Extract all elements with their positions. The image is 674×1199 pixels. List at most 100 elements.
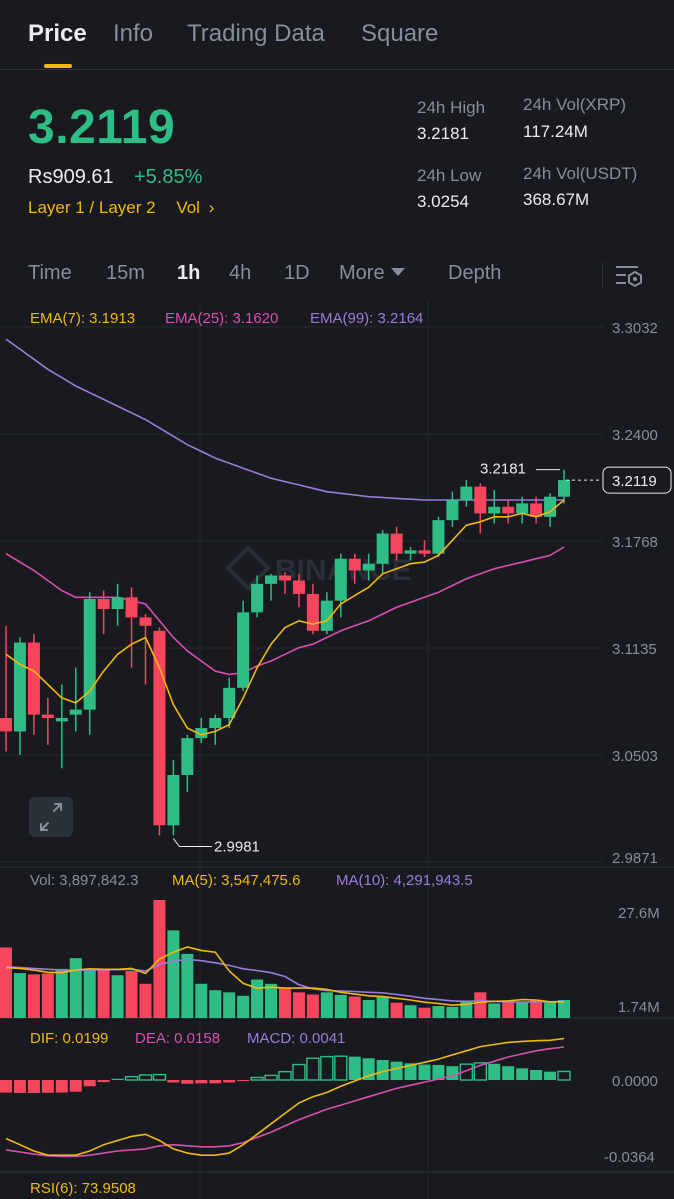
macd-histogram-bar [502, 1066, 515, 1080]
candle [460, 486, 473, 501]
chevron-right-icon[interactable]: › [208, 198, 215, 217]
macd-histogram-bar [83, 1080, 96, 1087]
vol-quote-value: 368.67M [523, 190, 590, 209]
interval-bar: Time 15m 1h 4h 1D More Depth [0, 258, 674, 294]
macd-histogram-bar [530, 1069, 543, 1080]
macd-histogram-bar [376, 1059, 389, 1080]
dea-legend: DEA: 0.0158 [135, 1030, 221, 1047]
last-price: 3.2119 [28, 101, 176, 154]
ema25-legend: EMA(25): 3.1620 [165, 310, 279, 327]
volume-bar [0, 947, 12, 1018]
volume-bar [97, 969, 110, 1018]
dif-legend: DIF: 0.0199 [30, 1030, 109, 1047]
high-value: 3.2181 [417, 124, 469, 143]
candle [0, 718, 12, 732]
price-axis-tick: 3.0503 [612, 748, 658, 765]
expand-icon [40, 803, 62, 831]
macd-histogram-bar [278, 1070, 292, 1081]
macd-histogram-bar [237, 1080, 250, 1081]
candle [153, 630, 166, 826]
volume-bar [362, 1000, 375, 1018]
interval-15m[interactable]: 15m [106, 262, 145, 284]
volume-bar [167, 930, 180, 1018]
candle [432, 520, 445, 554]
macd-histogram-bar [516, 1068, 529, 1080]
macd-histogram-bar [544, 1071, 557, 1080]
rsi-legend: RSI(6): 73.9508 [30, 1180, 136, 1197]
volume-bar [446, 1006, 459, 1018]
macd-histogram-bar [292, 1063, 306, 1081]
macd-histogram-bar [404, 1063, 417, 1080]
vol-base-label: 24h Vol(XRP) [523, 95, 626, 114]
candle [558, 480, 570, 497]
volume-bar [83, 968, 96, 1018]
volume-bar [41, 973, 54, 1018]
interval-4h[interactable]: 4h [229, 262, 252, 284]
volume-bar [69, 958, 82, 1018]
macd-histogram-bar [55, 1080, 68, 1093]
tab-square[interactable]: Square [361, 20, 439, 47]
volume-bar [558, 1000, 570, 1018]
ma10-legend: MA(10): 4,291,943.5 [336, 872, 473, 889]
ema25-line [5, 546, 565, 676]
tab-info[interactable]: Info [113, 20, 154, 47]
macd-histogram-bar [250, 1076, 264, 1081]
interval-more[interactable]: More [339, 262, 405, 285]
candle [251, 583, 264, 613]
macd-histogram-bar [195, 1080, 208, 1084]
candle [139, 617, 152, 626]
candle [55, 718, 68, 722]
volume-bar [320, 992, 333, 1018]
volume-bar [251, 979, 264, 1018]
volume-axis-tick: 1.74M [618, 999, 660, 1016]
vol-legend: Vol: 3,897,842.3 [30, 872, 139, 889]
tab-price[interactable]: Price [28, 20, 87, 47]
volume-bar [139, 983, 152, 1018]
price-change-percent: +5.85% [134, 166, 203, 188]
volume-bar [404, 1005, 417, 1018]
candle [376, 533, 389, 564]
chart-area[interactable]: BINANCE3.30323.24003.17683.11353.05032.9… [0, 300, 674, 1199]
ma5-legend: MA(5): 3,547,475.6 [172, 872, 301, 889]
volume-bar [27, 974, 40, 1018]
candle [13, 642, 26, 732]
volume-bar [195, 983, 208, 1018]
volume-bar [223, 992, 236, 1018]
chart-settings-icon[interactable] [614, 262, 644, 290]
low-marker-line [172, 838, 212, 848]
volume-bar [530, 1000, 543, 1018]
candle [404, 550, 417, 554]
volume-bar [334, 994, 347, 1018]
volume-bar [376, 996, 389, 1018]
candle [97, 598, 110, 610]
interval-1d[interactable]: 1D [284, 262, 310, 284]
volume-bar [125, 970, 138, 1018]
sector-tag[interactable]: Layer 1 / Layer 2 [28, 198, 156, 217]
interval-time[interactable]: Time [28, 262, 72, 284]
expand-chart-button[interactable] [29, 797, 73, 837]
macd-histogram-bar [69, 1080, 82, 1092]
volume-bar [55, 968, 68, 1018]
price-axis-tick: 3.3032 [612, 320, 658, 337]
volume-bar [474, 992, 487, 1018]
macd-histogram-bar [181, 1080, 194, 1084]
macd-histogram-bar [557, 1070, 571, 1081]
candle [390, 533, 403, 554]
depth-tab[interactable]: Depth [448, 262, 502, 284]
macd-histogram-bar [320, 1055, 334, 1081]
divider [602, 262, 603, 288]
candle [181, 738, 194, 776]
macd-axis-tick: -0.0364 [604, 1149, 655, 1166]
interval-1h[interactable]: 1h [177, 262, 201, 284]
volume-bar [390, 1002, 403, 1018]
macd-histogram-bar [390, 1061, 403, 1080]
vol-tag[interactable]: Vol [176, 198, 200, 217]
macd-histogram-bar [209, 1080, 222, 1084]
macd-histogram-bar [0, 1080, 12, 1093]
tab-trading-data[interactable]: Trading Data [187, 20, 325, 47]
macd-histogram-bar [432, 1064, 445, 1080]
ema7-legend: EMA(7): 3.1913 [30, 310, 136, 327]
candle [516, 503, 529, 514]
candle [223, 687, 236, 719]
price-axis-tick: 3.2400 [612, 427, 658, 444]
